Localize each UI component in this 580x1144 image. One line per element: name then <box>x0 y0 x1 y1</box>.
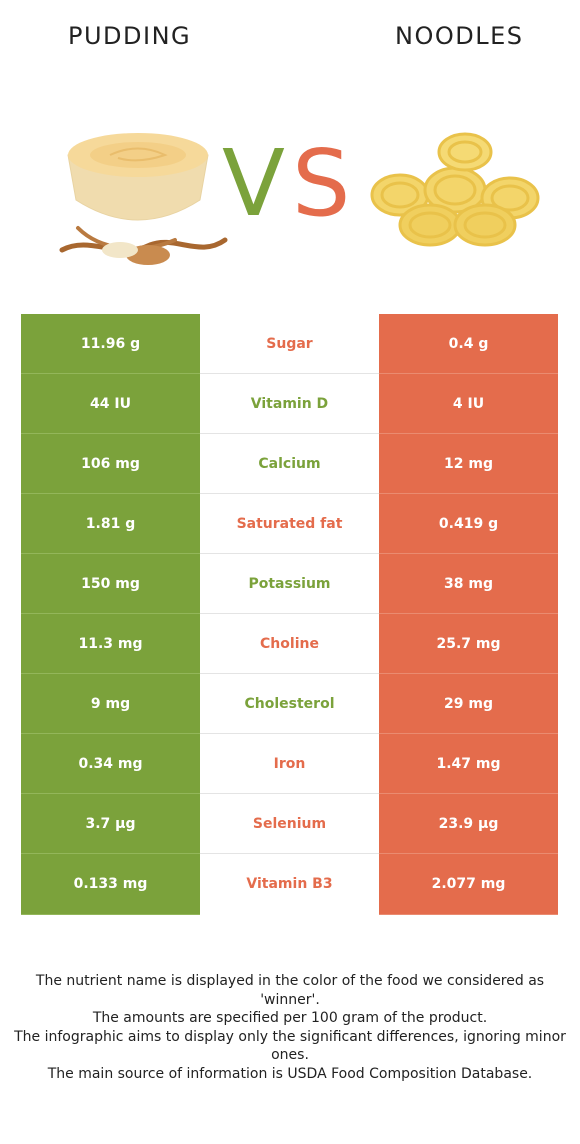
right-food-title: NOODLES <box>395 22 524 50</box>
nutrient-name: Selenium <box>200 794 379 853</box>
vs-s-letter: S <box>292 130 350 237</box>
left-value: 11.3 mg <box>21 614 200 674</box>
right-value: 0.419 g <box>379 494 558 554</box>
hero-illustration: V S <box>59 130 540 265</box>
right-value: 38 mg <box>379 554 558 614</box>
right-value: 1.47 mg <box>379 734 558 794</box>
right-value: 0.4 g <box>379 314 558 374</box>
pudding-image <box>59 133 228 265</box>
table-row: 11.3 mg Choline 25.7 mg <box>21 614 558 674</box>
table-row: 0.34 mg Iron 1.47 mg <box>21 734 558 794</box>
table-row: 150 mg Potassium 38 mg <box>21 554 558 614</box>
footnote-line-1: The nutrient name is displayed in the co… <box>35 973 545 1008</box>
right-value: 25.7 mg <box>379 614 558 674</box>
left-value: 11.96 g <box>21 314 200 374</box>
right-value: 23.9 µg <box>379 794 558 854</box>
nutrient-name: Saturated fat <box>200 494 379 553</box>
left-value: 150 mg <box>21 554 200 614</box>
table-row: 106 mg Calcium 12 mg <box>21 434 558 494</box>
table-row: 0.133 mg Vitamin B3 2.077 mg <box>21 854 558 915</box>
vs-v-letter: V <box>222 130 285 237</box>
nutrient-name: Sugar <box>200 314 379 373</box>
left-value: 44 IU <box>21 374 200 434</box>
nutrient-name: Choline <box>200 614 379 673</box>
left-food-title: PUDDING <box>68 22 192 50</box>
left-value: 9 mg <box>21 674 200 734</box>
right-value: 4 IU <box>379 374 558 434</box>
table-row: 3.7 µg Selenium 23.9 µg <box>21 794 558 854</box>
nutrient-name: Calcium <box>200 434 379 493</box>
noodles-image <box>370 132 540 247</box>
left-value: 3.7 µg <box>21 794 200 854</box>
footnote: The nutrient name is displayed in the co… <box>14 972 566 1083</box>
table-row: 9 mg Cholesterol 29 mg <box>21 674 558 734</box>
table-row: 11.96 g Sugar 0.4 g <box>21 314 558 374</box>
footnote-line-4: The main source of information is USDA F… <box>47 1065 533 1082</box>
nutrient-name: Iron <box>200 734 379 793</box>
nutrient-name: Vitamin D <box>200 374 379 433</box>
right-value: 2.077 mg <box>379 854 558 915</box>
left-value: 0.34 mg <box>21 734 200 794</box>
right-value: 12 mg <box>379 434 558 494</box>
nutrient-name: Potassium <box>200 554 379 613</box>
left-value: 1.81 g <box>21 494 200 554</box>
nutrient-name: Vitamin B3 <box>200 854 379 914</box>
left-value: 106 mg <box>21 434 200 494</box>
nutrient-name: Cholesterol <box>200 674 379 733</box>
right-value: 29 mg <box>379 674 558 734</box>
footnote-line-3: The infographic aims to display only the… <box>14 1028 566 1064</box>
table-row: 1.81 g Saturated fat 0.419 g <box>21 494 558 554</box>
left-value: 0.133 mg <box>21 854 200 915</box>
footnote-line-2: The amounts are specified per 100 gram o… <box>92 1010 488 1026</box>
